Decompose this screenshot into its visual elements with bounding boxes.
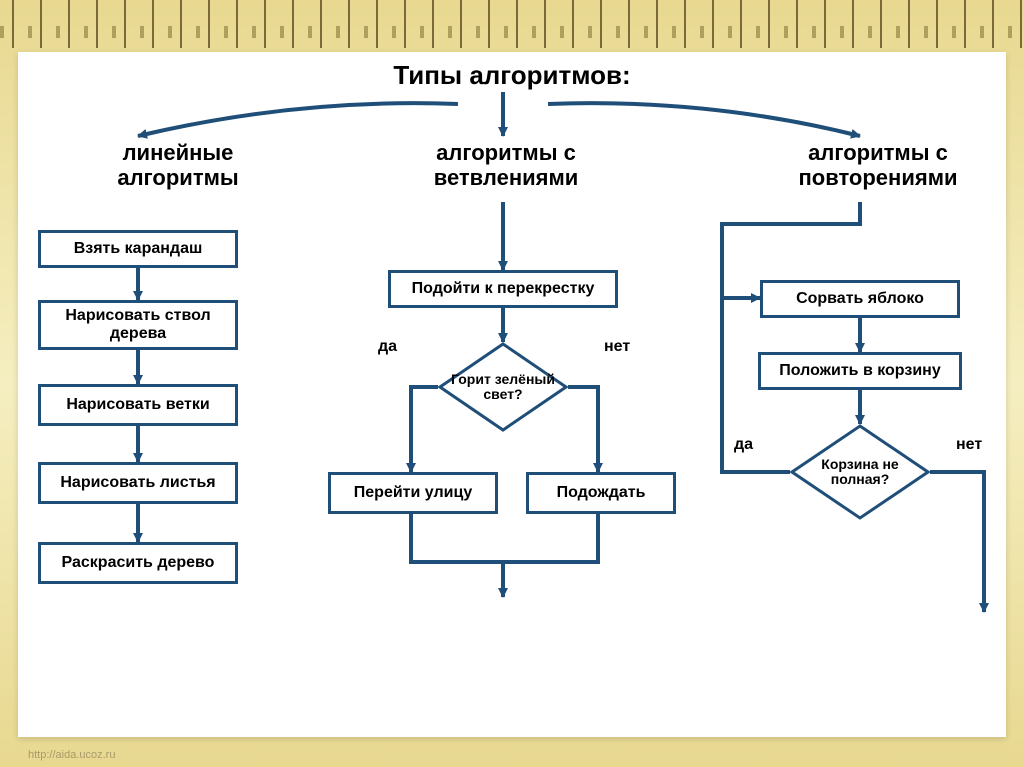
subtitle-looping-l1: алгоритмы с: [808, 140, 948, 165]
linear-box-4: Нарисовать листья: [38, 462, 238, 504]
linear-box-5: Раскрасить дерево: [38, 542, 238, 584]
page-sheet: Типы алгоритмов: линейные алгоритмы алго…: [18, 52, 1006, 737]
branch-box-no: Подождать: [526, 472, 676, 514]
subtitle-linear-l2: алгоритмы: [117, 165, 238, 190]
branch-diamond: Горит зелёный свет?: [438, 342, 568, 432]
loop-diamond: Корзина не полная?: [790, 424, 930, 520]
loop-diamond-label: Корзина не полная?: [790, 424, 930, 520]
subtitle-branching-l1: алгоритмы с: [436, 140, 576, 165]
subtitle-looping: алгоритмы с повторениями: [768, 140, 988, 191]
branch-label-yes: да: [378, 338, 397, 356]
linear-box-2: Нарисовать ствол дерева: [38, 300, 238, 350]
main-title: Типы алгоритмов:: [18, 60, 1006, 91]
diagram-canvas: Типы алгоритмов: линейные алгоритмы алго…: [18, 52, 1006, 737]
branch-box-yes: Перейти улицу: [328, 472, 498, 514]
subtitle-looping-l2: повторениями: [798, 165, 957, 190]
spiral-binding: [0, 0, 1024, 48]
linear-box-1: Взять карандаш: [38, 230, 238, 268]
linear-box-3: Нарисовать ветки: [38, 384, 238, 426]
branch-diamond-label: Горит зелёный свет?: [438, 342, 568, 432]
subtitle-branching-l2: ветвлениями: [434, 165, 579, 190]
branch-label-no: нет: [604, 338, 630, 356]
subtitle-linear: линейные алгоритмы: [88, 140, 268, 191]
subtitle-linear-l1: линейные: [123, 140, 234, 165]
subtitle-branching: алгоритмы с ветвлениями: [396, 140, 616, 191]
footer-url: http://aida.ucoz.ru: [28, 749, 115, 761]
branch-box-start: Подойти к перекрестку: [388, 270, 618, 308]
loop-box-1: Сорвать яблоко: [760, 280, 960, 318]
loop-label-no: нет: [956, 436, 982, 454]
loop-label-yes: да: [734, 436, 753, 454]
loop-box-2: Положить в корзину: [758, 352, 962, 390]
